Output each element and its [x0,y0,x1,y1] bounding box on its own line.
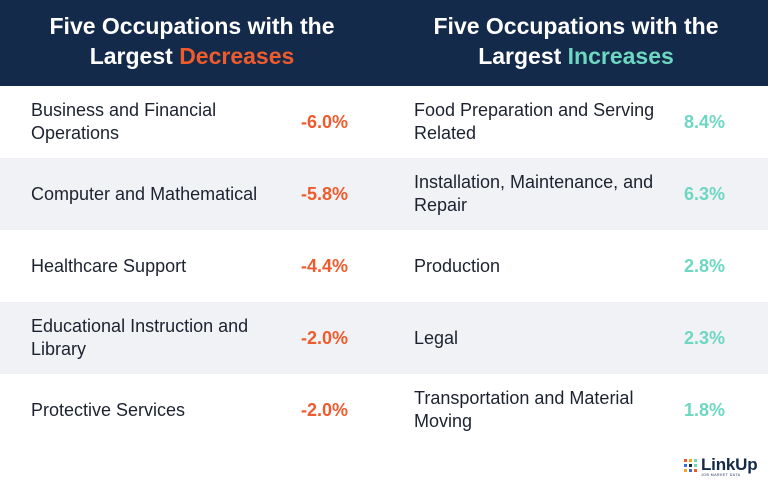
decrease-value: -5.8% [301,183,349,204]
decrease-occupation: Educational Instruction and Library [31,316,249,359]
increases-heading-prefix: Largest [478,43,568,69]
logo-grid-square [694,459,697,462]
table-row: Computer and Mathematical -5.8% Installa… [0,158,768,230]
increase-occupation: Installation, Maintenance, and Repair [414,172,654,215]
logo-grid-square [684,469,687,472]
table-header: Five Occupations with the Largest Decrea… [0,0,768,86]
table-row: Healthcare Support -4.4% Production 2.8% [0,230,768,302]
increase-occupation: Transportation and Material Moving [414,388,634,431]
logo-grid-icon [684,459,697,472]
logo-grid-square [689,469,692,472]
decrease-value: -6.0% [301,111,349,132]
decreases-heading-prefix: Largest [89,43,180,69]
decrease-value: -2.0% [301,399,349,420]
increase-value: 2.3% [684,327,726,348]
logo-grid-square [684,459,687,462]
decreases-heading-line1: Five Occupations with the [49,13,335,39]
increase-occupation: Food Preparation and Serving Related [414,100,655,143]
decreases-heading: Five Occupations with the Largest Decrea… [0,11,384,71]
logo-grid-square [684,464,687,467]
increase-value: 2.8% [684,255,726,276]
increase-value: 6.3% [684,183,726,204]
decrease-occupation: Business and Financial Operations [31,100,217,143]
decrease-value: -2.0% [301,327,349,348]
table-row: Business and Financial Operations -6.0% … [0,86,768,158]
linkup-logo: LinkUp JOB MARKET DATA [684,455,768,478]
logo-grid-square [689,459,692,462]
logo-grid-square [689,464,692,467]
decrease-value: -4.4% [301,255,349,276]
increase-occupation: Production [414,255,501,276]
decrease-occupation: Protective Services [31,399,186,420]
increase-occupation: Legal [414,327,459,348]
increase-value: 1.8% [684,399,726,420]
increases-heading: Five Occupations with the Largest Increa… [384,11,768,71]
decrease-occupation: Computer and Mathematical [31,183,258,204]
logo-grid-square [694,464,697,467]
logo-tagline: JOB MARKET DATA [701,473,741,477]
table-row: Protective Services -2.0% Transportation… [0,374,768,446]
increases-heading-line1: Five Occupations with the [433,13,719,39]
decreases-heading-highlight: Decreases [179,43,295,69]
increases-heading-highlight: Increases [567,43,674,69]
logo-grid-square [694,469,697,472]
table-row: Educational Instruction and Library -2.0… [0,302,768,374]
logo-wordmark: LinkUp [701,455,758,474]
decrease-occupation: Healthcare Support [31,255,187,276]
increase-value: 8.4% [684,111,726,132]
